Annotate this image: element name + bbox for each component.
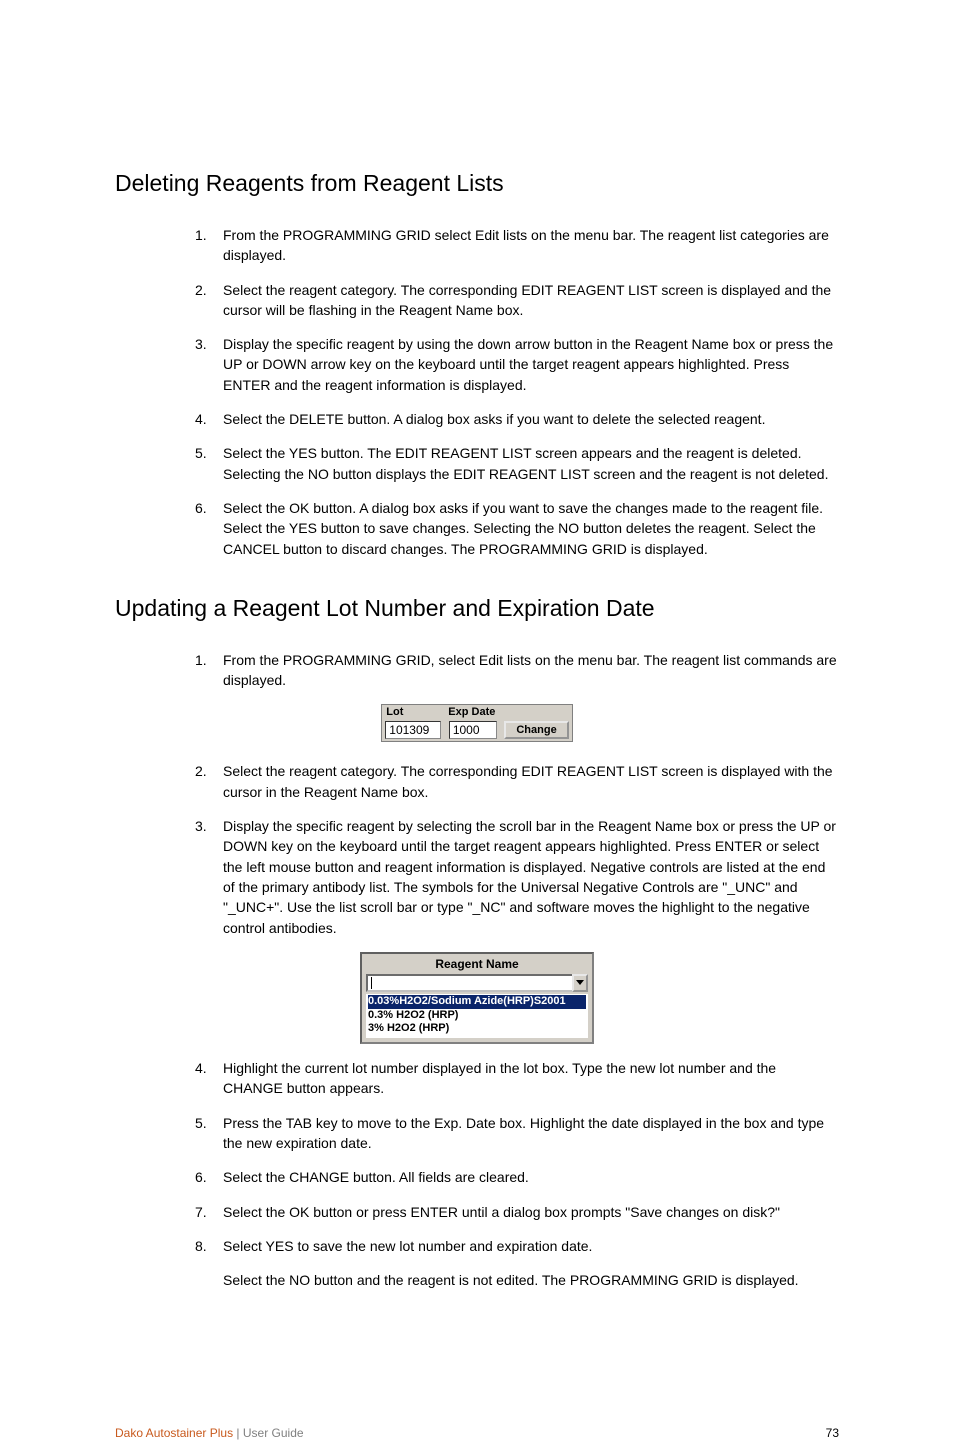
list-item[interactable]: 0.3% H2O2 (HRP) [368, 1009, 586, 1023]
reagent-name-title: Reagent Name [362, 954, 592, 974]
page-footer: Dako Autostainer Plus | User Guide 73 [0, 1386, 954, 1440]
footer-page-number: 73 [826, 1426, 839, 1440]
change-button[interactable]: Change [504, 721, 568, 739]
footer-separator: | [233, 1426, 243, 1440]
chevron-down-icon [576, 980, 584, 986]
steps-list-updating: From the PROGRAMMING GRID, select Edit l… [115, 650, 839, 691]
step-item: From the PROGRAMMING GRID, select Edit l… [195, 650, 839, 691]
step-item: Select the YES button. The EDIT REAGENT … [195, 443, 839, 484]
reagent-name-dropdown-button[interactable] [572, 974, 588, 992]
step-item: Select YES to save the new lot number an… [195, 1236, 839, 1291]
step-item: Press the TAB key to move to the Exp. Da… [195, 1113, 839, 1154]
section-heading-updating: Updating a Reagent Lot Number and Expira… [115, 595, 839, 622]
steps-list-deleting: From the PROGRAMMING GRID select Edit li… [115, 225, 839, 559]
lot-input[interactable] [385, 721, 441, 739]
step-item: Select the CHANGE button. All fields are… [195, 1167, 839, 1187]
step-item: Display the specific reagent by selectin… [195, 816, 839, 938]
exp-date-label: Exp Date [444, 705, 501, 719]
step-note: Select the NO button and the reagent is … [223, 1270, 839, 1290]
exp-date-input[interactable] [449, 721, 497, 739]
reagent-name-input[interactable] [366, 974, 572, 992]
lot-label: Lot [382, 705, 444, 719]
step-item: Highlight the current lot number display… [195, 1058, 839, 1099]
footer-guide: User Guide [243, 1426, 304, 1440]
lot-exp-widget: Lot Exp Date Change [381, 704, 572, 742]
steps-list-updating-cont: Select the reagent category. The corresp… [115, 761, 839, 937]
list-item[interactable]: 0.03%H2O2/Sodium Azide(HRP)S2001 [368, 995, 586, 1009]
reagent-name-widget: Reagent Name 0.03%H2O2/Sodium Azide(HRP)… [360, 952, 594, 1044]
step-item: Select the DELETE button. A dialog box a… [195, 409, 839, 429]
step-item: Select the reagent category. The corresp… [195, 761, 839, 802]
reagent-name-list[interactable]: 0.03%H2O2/Sodium Azide(HRP)S2001 0.3% H2… [366, 994, 588, 1038]
step-item: Select the OK button or press ENTER unti… [195, 1202, 839, 1222]
step-item: Select the reagent category. The corresp… [195, 280, 839, 321]
section-heading-deleting: Deleting Reagents from Reagent Lists [115, 170, 839, 197]
footer-product: Dako Autostainer Plus [115, 1426, 233, 1440]
step-item: Display the specific reagent by using th… [195, 334, 839, 395]
list-item[interactable]: 3% H2O2 (HRP) [368, 1022, 586, 1036]
step-item: Select the OK button. A dialog box asks … [195, 498, 839, 559]
step-item: From the PROGRAMMING GRID select Edit li… [195, 225, 839, 266]
steps-list-updating-cont2: Highlight the current lot number display… [115, 1058, 839, 1290]
